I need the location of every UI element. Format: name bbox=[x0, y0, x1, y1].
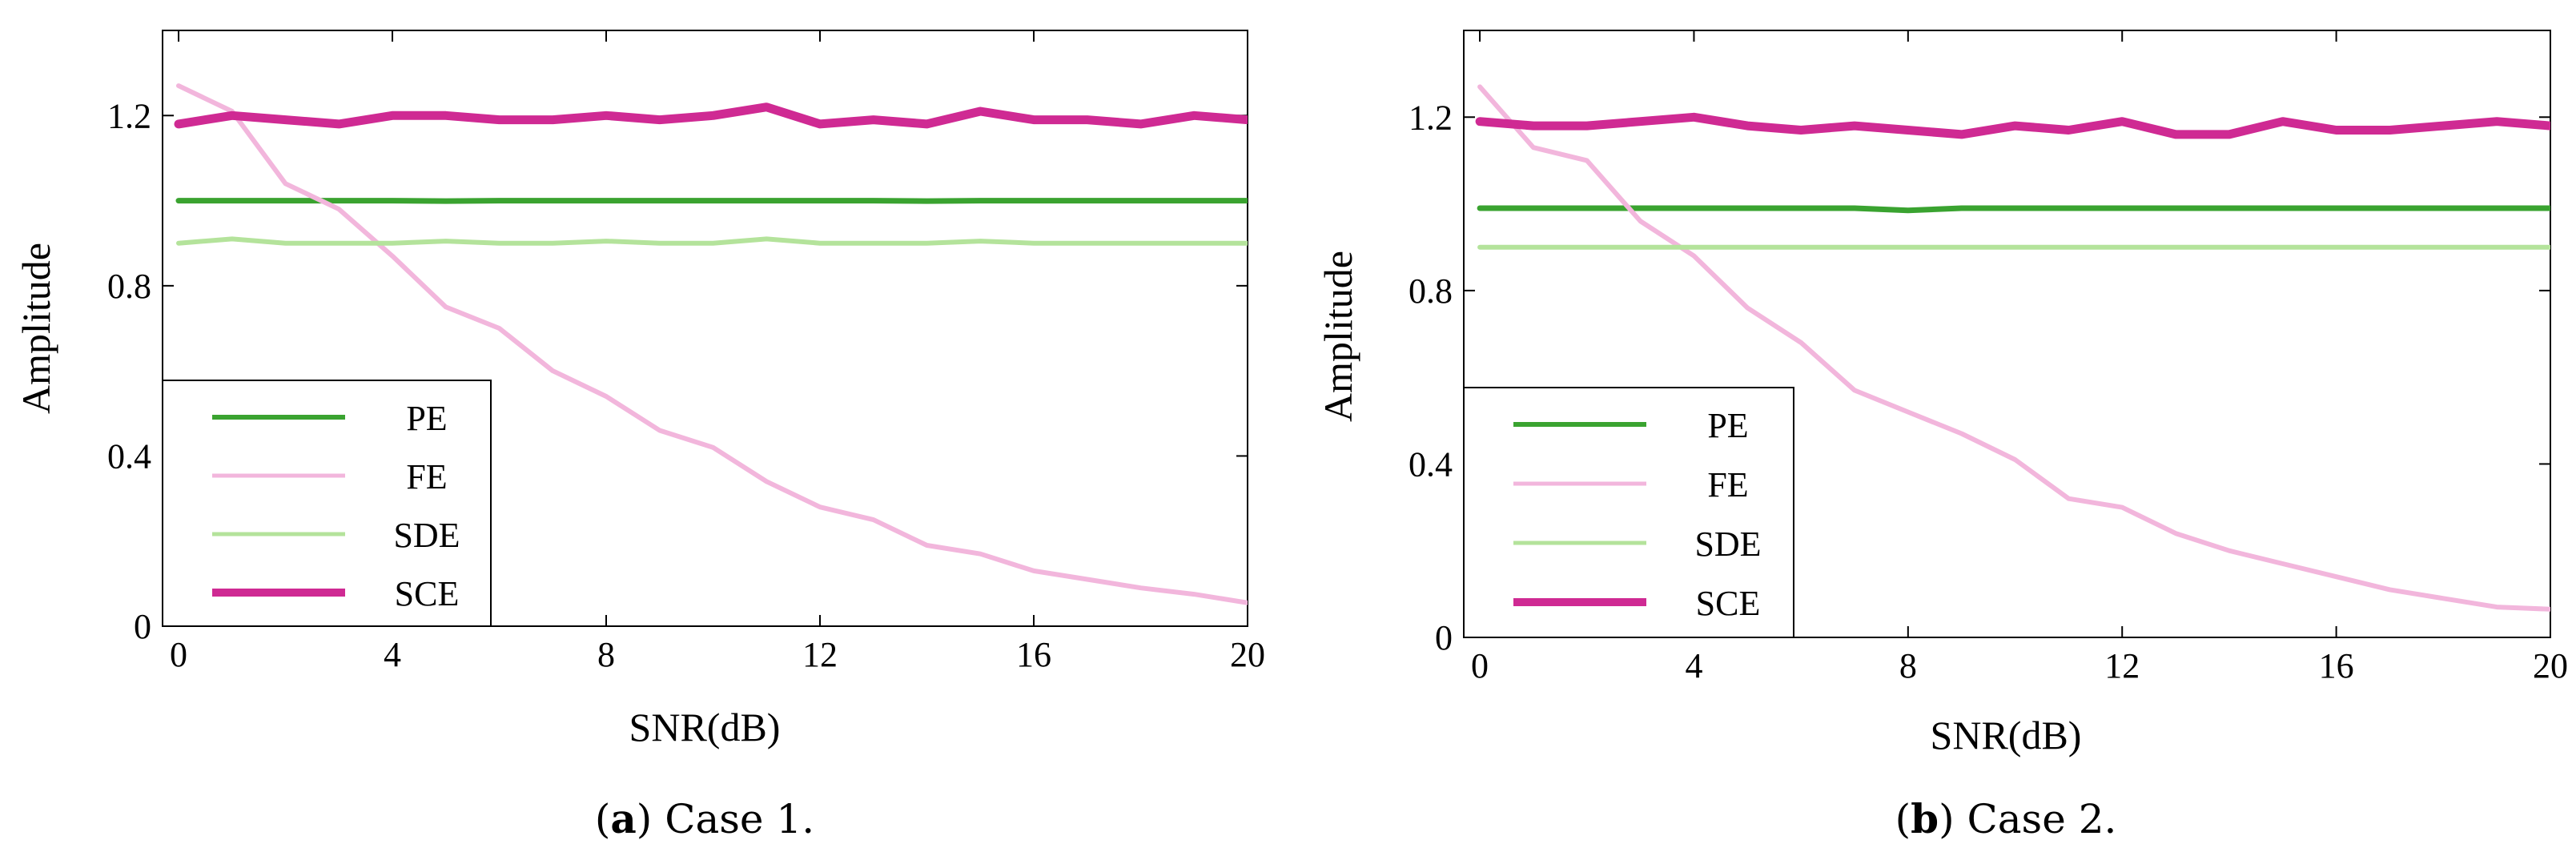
caption-text: Case 1. bbox=[665, 796, 814, 842]
y-tick-label: 0.4 bbox=[1409, 444, 1453, 484]
legend-label-pe: PE bbox=[406, 399, 447, 438]
x-axis-label: SNR(dB) bbox=[1931, 713, 2082, 758]
x-tick-label: 16 bbox=[1016, 635, 1051, 674]
y-tick-label: 0.8 bbox=[107, 267, 151, 306]
x-tick-label: 20 bbox=[2533, 646, 2568, 685]
x-tick-label: 0 bbox=[170, 635, 187, 674]
series-layer bbox=[1475, 84, 2550, 612]
legend-label-sde: SDE bbox=[1694, 524, 1761, 564]
series-line-sde bbox=[176, 236, 1248, 246]
legend-label-sce: SCE bbox=[395, 574, 460, 613]
caption-letter: a bbox=[610, 795, 636, 842]
y-axis-label: Amplitude bbox=[14, 243, 58, 414]
x-tick-label: 16 bbox=[2319, 646, 2354, 685]
x-tick-label: 20 bbox=[1230, 635, 1265, 674]
series-layer bbox=[174, 83, 1248, 605]
legend-box bbox=[1463, 387, 1794, 638]
x-tick-label: 4 bbox=[1685, 646, 1702, 685]
legend-box bbox=[162, 380, 492, 627]
legend-label-fe: FE bbox=[1707, 465, 1748, 504]
legend: PE FE SDE SCE bbox=[1463, 387, 1794, 638]
panel-a: 0 4 8 12 16 20 0 0.4 0.8 1.2 SNR(dB) Amplitude P… bbox=[14, 30, 1265, 842]
x-tick-label: 8 bbox=[597, 635, 615, 674]
x-tick-labels: 0 4 8 12 16 20 bbox=[170, 635, 1265, 674]
caption-text: Case 2. bbox=[1967, 796, 2116, 842]
y-tick-labels: 0 0.4 0.8 1.2 bbox=[1409, 98, 1453, 657]
x-tick-label: 12 bbox=[2104, 646, 2140, 685]
legend-label-fe: FE bbox=[406, 457, 447, 496]
x-tick-label: 4 bbox=[384, 635, 401, 674]
y-tick-label: 0.4 bbox=[107, 436, 151, 476]
caption-letter: b bbox=[1911, 795, 1939, 842]
caption: (b) Case 2. bbox=[1895, 795, 2117, 842]
y-axis-label: Amplitude bbox=[1316, 251, 1360, 422]
series-line-pe bbox=[1477, 205, 2550, 214]
plot-frame bbox=[1463, 30, 2551, 638]
series-line-sce bbox=[174, 102, 1248, 129]
plot-frame bbox=[162, 30, 1248, 627]
x-tick-labels: 0 4 8 12 16 20 bbox=[1471, 646, 2568, 685]
y-tick-label: 0 bbox=[134, 607, 151, 646]
series-line-pe bbox=[175, 198, 1248, 204]
series-line-fe bbox=[176, 83, 1248, 605]
x-tick-label: 0 bbox=[1471, 646, 1489, 685]
y-tick-labels: 0 0.4 0.8 1.2 bbox=[107, 96, 151, 646]
panel-b: 0 4 8 12 16 20 0 0.4 0.8 1.2 SNR(dB) Amplitude P… bbox=[1316, 30, 2568, 842]
legend-label-sde: SDE bbox=[393, 516, 460, 555]
x-tick-label: 8 bbox=[1899, 646, 1917, 685]
caption: (a) Case 1. bbox=[595, 795, 814, 842]
x-axis-label: SNR(dB) bbox=[629, 705, 781, 750]
legend: PE FE SDE SCE bbox=[162, 380, 492, 627]
y-tick-label: 0 bbox=[1435, 618, 1453, 657]
series-line-sce bbox=[1475, 112, 2550, 139]
legend-label-sce: SCE bbox=[1696, 584, 1761, 623]
y-tick-label: 1.2 bbox=[1409, 98, 1453, 137]
x-tick-label: 12 bbox=[802, 635, 838, 674]
legend-label-pe: PE bbox=[1707, 406, 1748, 445]
y-tick-label: 0.8 bbox=[1409, 271, 1453, 311]
y-tick-label: 1.2 bbox=[107, 96, 151, 135]
series-line-fe bbox=[1477, 84, 2550, 612]
